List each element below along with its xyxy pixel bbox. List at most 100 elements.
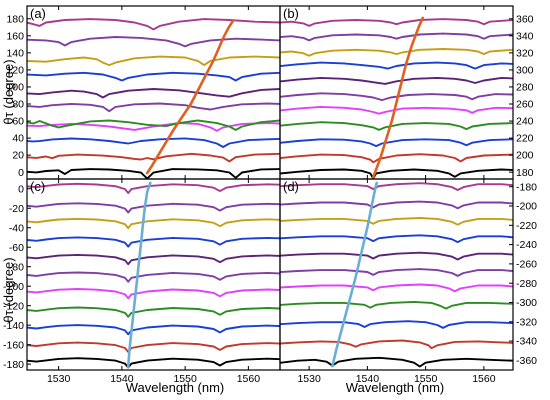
x-tick-label: 1560 — [237, 373, 261, 385]
x-tick-label: 1540 — [356, 373, 380, 385]
x-tick-label: 1560 — [472, 373, 496, 385]
y-tick-label: 260 — [516, 99, 534, 111]
ylabel-top: θτ (degree) — [1, 59, 16, 124]
series-line-2 — [280, 138, 513, 148]
y-tick-label: 180 — [6, 13, 24, 25]
series-line-2 — [27, 324, 280, 336]
series-line-10 — [27, 182, 280, 194]
y-tick-label: 360 — [516, 13, 534, 25]
series-line-10 — [27, 18, 280, 31]
y-tick-label: 40 — [12, 133, 24, 145]
y-tick-label: -60 — [9, 242, 24, 254]
series-line-10 — [280, 18, 513, 27]
y-tick-label: -120 — [3, 300, 24, 312]
series-line-5 — [280, 268, 513, 277]
series-line-6 — [27, 253, 280, 266]
y-tick-label: 140 — [6, 47, 24, 59]
panel-label: (a) — [30, 6, 46, 21]
series-line-4 — [27, 288, 280, 300]
y-tick-label: 220 — [516, 133, 534, 145]
series-line-0 — [27, 168, 280, 179]
series-line-9 — [27, 36, 280, 48]
series-line-3 — [280, 300, 513, 310]
y-tick-label: -100 — [3, 281, 24, 293]
series-line-4 — [280, 105, 513, 115]
y-tick-label: 280 — [516, 82, 534, 94]
series-line-9 — [280, 200, 513, 210]
series-line-5 — [27, 271, 280, 283]
series-line-5 — [27, 102, 280, 113]
x-tick-label: 1550 — [414, 373, 438, 385]
y-tick-label: -240 — [516, 239, 537, 251]
series-line-0 — [280, 168, 513, 179]
series-line-3 — [280, 121, 513, 131]
series-line-4 — [280, 283, 513, 293]
x-tick-label: 1530 — [297, 373, 321, 385]
ylabel-bottom: θτ (degree) — [1, 257, 16, 322]
series-line-10 — [280, 182, 513, 191]
series-line-6 — [280, 251, 513, 261]
series-line-7 — [27, 236, 280, 248]
y-tick-label: -200 — [516, 201, 537, 213]
series-line-1 — [280, 153, 513, 164]
series-line-11 — [371, 16, 424, 179]
series-line-1 — [27, 341, 280, 353]
y-tick-label: 320 — [516, 47, 534, 59]
y-tick-label: -80 — [9, 261, 24, 273]
x-tick-label: 1530 — [47, 373, 71, 385]
series-group-3 — [280, 181, 513, 368]
series-line-6 — [27, 88, 280, 99]
y-tick-label: -140 — [3, 320, 24, 332]
y-tick-label: -220 — [516, 220, 537, 232]
y-tick-label: 240 — [516, 116, 534, 128]
y-tick-label: -20 — [9, 203, 24, 215]
panel-label: (b) — [283, 6, 299, 21]
y-tick-label: 100 — [6, 82, 24, 94]
y-tick-label: -300 — [516, 297, 537, 309]
y-tick-label: 80 — [12, 99, 24, 111]
series-group-0 — [27, 18, 280, 179]
panel-0: 0 20 40 60 80 100 120 140 160 180 (a) — [6, 5, 281, 180]
plot-frame — [279, 178, 514, 371]
series-line-9 — [27, 202, 280, 214]
y-tick-label: 200 — [516, 150, 534, 162]
y-tick-label: -360 — [516, 355, 537, 367]
y-tick-label: -180 — [3, 359, 24, 371]
y-tick-label: -40 — [9, 222, 24, 234]
y-tick-label: 0 — [18, 183, 24, 195]
y-tick-label: -180 — [516, 181, 537, 193]
panels-layer: 0 20 40 60 80 100 120 140 160 180 (a) 180 200 220 240 2… — [3, 5, 537, 385]
y-tick-label: 20 — [12, 150, 24, 162]
y-tick-label: -260 — [516, 258, 537, 270]
y-tick-label: 160 — [6, 30, 24, 42]
y-tick-label: -320 — [516, 316, 537, 328]
y-tick-label: -340 — [516, 336, 537, 348]
y-tick-label: 180 — [516, 167, 534, 179]
series-line-8 — [280, 48, 513, 57]
series-line-7 — [280, 234, 513, 244]
panel-1: 180 200 220 240 260 280 300 320 340 360 (b) — [279, 5, 534, 180]
series-line-11 — [126, 181, 152, 369]
series-line-0 — [280, 356, 513, 368]
series-line-2 — [280, 320, 513, 329]
series-line-8 — [27, 217, 280, 230]
y-tick-label: 0 — [18, 167, 24, 179]
plot-frame — [279, 5, 514, 180]
series-line-5 — [280, 92, 513, 102]
series-line-11 — [331, 181, 378, 368]
series-line-3 — [27, 306, 280, 318]
y-tick-label: 120 — [6, 65, 24, 77]
series-line-0 — [27, 357, 280, 369]
x-tick-label: 1550 — [173, 373, 197, 385]
series-group-1 — [280, 16, 513, 179]
series-line-9 — [280, 32, 513, 42]
xlabel-left: Wavelength (nm) — [126, 380, 225, 395]
series-line-11 — [145, 19, 235, 175]
y-tick-label: -280 — [516, 278, 537, 290]
series-line-8 — [280, 217, 513, 226]
series-line-2 — [27, 137, 280, 148]
y-tick-label: 300 — [516, 65, 534, 77]
series-group-2 — [27, 181, 280, 369]
panel-2: 1530 1540 1550 1560 0 -20 -40 -60 -80 -100 -120 -14… — [3, 178, 281, 385]
